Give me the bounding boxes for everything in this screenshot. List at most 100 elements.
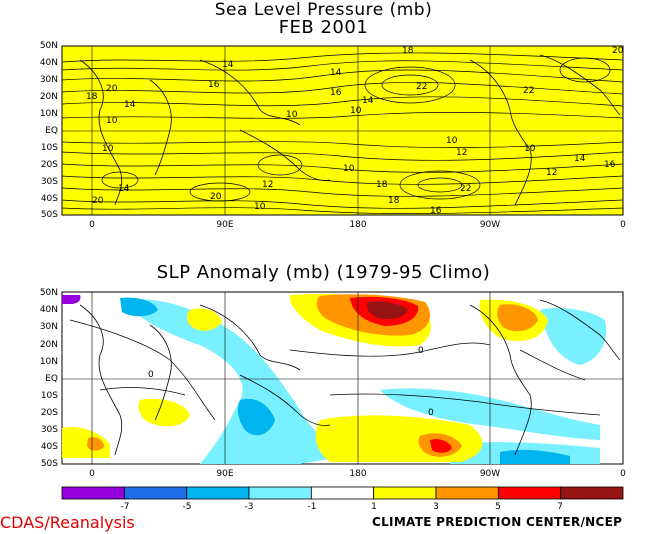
- colorbar-label: 1: [371, 502, 377, 512]
- lat-label: 40S: [40, 194, 58, 204]
- slp-map: [61, 45, 624, 216]
- colorbar-label: 5: [495, 502, 501, 512]
- map2-title: SLP Anomaly (mb) (1979-95 Climo): [156, 262, 491, 283]
- lon-label: 180: [349, 220, 367, 230]
- contour-label: 14: [362, 96, 374, 106]
- lat-label: 20S: [40, 408, 58, 418]
- contour-label: 10: [446, 136, 458, 146]
- lon-label: 0: [89, 469, 95, 479]
- contour-label: 10: [102, 144, 114, 154]
- contour-label: 14: [124, 100, 136, 110]
- contour-label: 18: [402, 46, 414, 56]
- contour-label: 16: [430, 206, 442, 216]
- lat-label: 50N: [39, 41, 58, 51]
- contour-label: 12: [546, 168, 558, 178]
- credit-label: CLIMATE PREDICTION CENTER/NCEP: [372, 515, 623, 529]
- slp-isobars: [61, 52, 624, 214]
- contour-label: 14: [222, 60, 234, 70]
- colorbar-swatch: [310, 486, 375, 500]
- contour-label: 16: [604, 160, 616, 170]
- lat-label: 10S: [40, 391, 58, 401]
- lat-label: 30S: [40, 425, 58, 435]
- colorbar-swatch: [186, 486, 250, 500]
- lat-label: 10N: [39, 109, 58, 119]
- contour-label: 22: [523, 86, 535, 96]
- contour-label: 14: [574, 154, 586, 164]
- lat-label: 40N: [39, 58, 58, 68]
- lat-label: 20N: [39, 92, 58, 102]
- lat-label: 50N: [39, 288, 58, 298]
- lon-label: 90W: [479, 469, 501, 479]
- contour-label: 10: [524, 144, 536, 154]
- contour-label: 18: [86, 92, 98, 102]
- colorbar-label: 3: [433, 502, 439, 512]
- contour-label: 22: [416, 82, 428, 92]
- contour-label: 18: [388, 196, 400, 206]
- lon-label: 90E: [216, 469, 234, 479]
- colorbar: [61, 486, 624, 500]
- colorbar-swatch: [373, 486, 437, 500]
- contour-label: 20: [106, 84, 118, 94]
- colorbar-swatch: [560, 486, 624, 500]
- lat-label: 40N: [39, 305, 58, 315]
- lon-label: 0: [620, 469, 626, 479]
- lon-label: 0: [620, 220, 626, 230]
- contour-label: 12: [262, 180, 274, 190]
- anomaly-map: [61, 291, 624, 465]
- contour-label: 10: [286, 110, 298, 120]
- contour-label: 10: [106, 116, 118, 126]
- lat-label: 30N: [39, 75, 58, 85]
- anomaly-gridlines: [62, 292, 623, 464]
- contour-label: 10: [254, 202, 266, 212]
- colorbar-swatch: [435, 486, 499, 500]
- lat-label: 20N: [39, 340, 58, 350]
- contour-label: 20: [92, 196, 104, 206]
- anomaly-contours: [69, 319, 601, 421]
- colorbar-label: -7: [120, 502, 130, 512]
- contour-label: 0: [418, 346, 424, 356]
- colorbar-label: 7: [557, 502, 563, 512]
- contour-label: 14: [330, 68, 342, 78]
- colorbar-swatch: [61, 486, 125, 500]
- contour-label: 10: [343, 164, 355, 174]
- slp-map-background: [61, 45, 624, 216]
- lon-label: 90E: [216, 220, 234, 230]
- colorbar-swatch: [123, 486, 188, 500]
- contour-label: 12: [456, 148, 468, 158]
- lon-label: 90W: [479, 220, 501, 230]
- lat-label: 10S: [40, 143, 58, 153]
- contour-label: 18: [376, 180, 388, 190]
- contour-label: 20: [210, 192, 222, 202]
- contour-label: 0: [148, 370, 154, 380]
- contour-label: 10: [350, 106, 362, 116]
- map1-subtitle: FEB 2001: [278, 17, 369, 38]
- contour-label: 20: [612, 46, 624, 56]
- lon-label: 0: [89, 220, 95, 230]
- lat-label: 30S: [40, 177, 58, 187]
- anomaly-coastlines: [79, 299, 621, 456]
- contour-label: 16: [208, 80, 220, 90]
- colorbar-swatch: [497, 486, 562, 500]
- lat-label: 50S: [40, 459, 58, 469]
- contour-label: 14: [118, 184, 130, 194]
- anomaly-fills: [62, 293, 607, 464]
- source-label: CDAS/Reanalysis: [0, 513, 135, 532]
- lat-label: EQ: [45, 126, 58, 136]
- lon-label: 180: [349, 469, 367, 479]
- lat-label: 30N: [39, 322, 58, 332]
- colorbar-label: -1: [307, 502, 317, 512]
- lat-label: 40S: [40, 442, 58, 452]
- lat-label: 50S: [40, 210, 58, 220]
- lat-label: 20S: [40, 160, 58, 170]
- colorbar-label: -5: [182, 502, 192, 512]
- lat-label: EQ: [45, 374, 58, 384]
- contour-label: 16: [330, 88, 342, 98]
- contour-label: 0: [428, 408, 434, 418]
- colorbar-label: -3: [244, 502, 254, 512]
- lat-label: 10N: [39, 357, 58, 367]
- slp-coastlines: [79, 54, 621, 206]
- map1-title: Sea Level Pressure (mb): [214, 0, 433, 20]
- colorbar-swatch: [248, 486, 312, 500]
- slp-gridlines: [62, 46, 623, 215]
